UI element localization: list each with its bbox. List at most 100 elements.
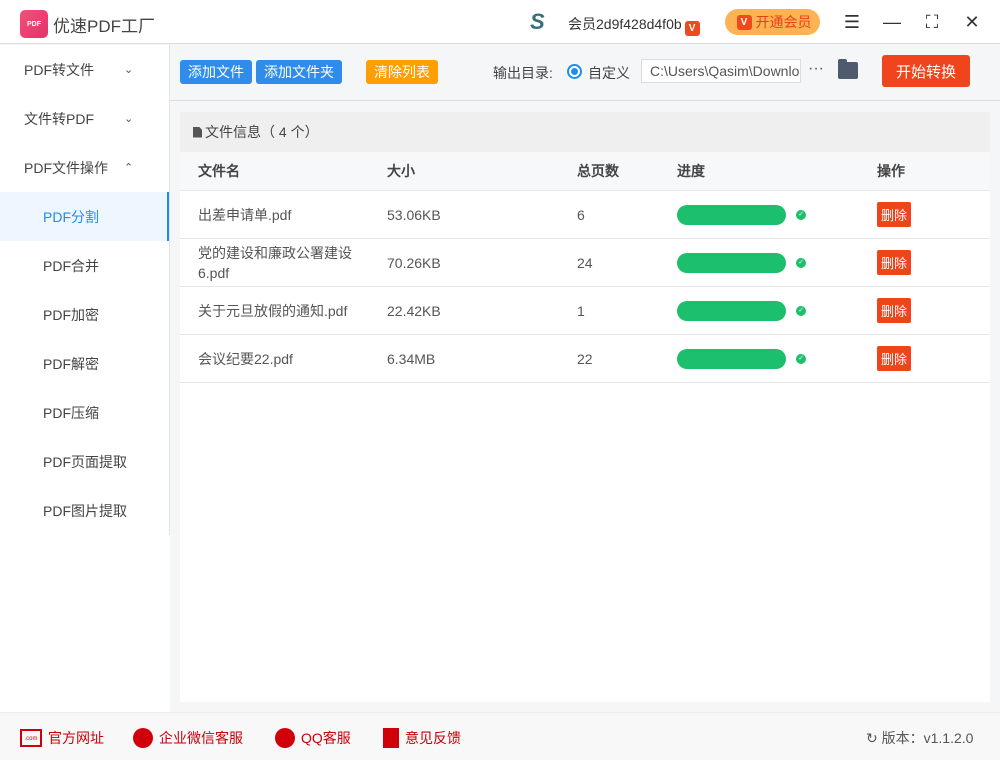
minimize-icon[interactable]: — <box>883 12 901 32</box>
sidebar-background <box>0 535 170 712</box>
file-size: 70.26KB <box>387 254 441 271</box>
delete-button[interactable]: 删除 <box>877 250 912 275</box>
progress-bar <box>677 300 786 321</box>
qq-icon <box>275 728 295 748</box>
delete-button[interactable]: 删除 <box>877 346 912 371</box>
progress-bar <box>677 252 786 273</box>
sidebar-item-pdf-operations[interactable]: PDF文件操作 ⌃ <box>0 143 169 192</box>
app-logo: PDF <box>20 10 48 38</box>
sidebar-item-pdf-merge[interactable]: PDF合并 <box>43 257 99 274</box>
file-name: 会议纪要22.pdf <box>198 350 293 367</box>
clear-list-button[interactable]: 清除列表 <box>366 60 438 84</box>
app-title: 优速PDF工厂 <box>53 17 155 36</box>
file-size: 53.06KB <box>387 206 441 223</box>
close-icon[interactable]: ✕ <box>964 12 980 32</box>
member-avatar-icon: S <box>530 9 545 34</box>
file-panel: 文件信息（ 4 个） 文件名 大小 总页数 进度 操作 出差申请单.pdf 53… <box>180 112 990 702</box>
table-row: 关于元旦放假的通知.pdf 22.42KB 1 ✓ 删除 <box>180 287 990 335</box>
divider <box>170 100 1000 101</box>
column-header: 进度 <box>677 163 705 179</box>
footer: .com 官方网址 企业微信客服 QQ客服 意见反馈 ↻ 版本：v1.1.2.0 <box>0 712 1000 760</box>
sidebar-item-pdf-decrypt[interactable]: PDF解密 <box>43 355 99 372</box>
progress-bar <box>677 204 786 225</box>
chevron-down-icon: ⌄ <box>124 64 134 76</box>
website-label: 官方网址 <box>48 730 104 746</box>
chevron-up-icon: ⌃ <box>124 162 134 174</box>
panel-title: 文件信息（ 4 个） <box>205 124 319 140</box>
action-cell: 删除 <box>877 191 912 238</box>
check-icon: ✓ <box>796 209 806 220</box>
file-name: 出差申请单.pdf <box>198 206 292 223</box>
add-file-button[interactable]: 添加文件 <box>180 60 252 84</box>
check-icon: ✓ <box>796 353 806 364</box>
qq-service-link[interactable]: QQ客服 <box>275 728 351 748</box>
version-info[interactable]: ↻ 版本：v1.1.2.0 <box>866 728 973 748</box>
member-id: 会员2d9f428d4f0b <box>568 16 682 32</box>
vip-icon: V <box>684 21 700 36</box>
column-header: 操作 <box>877 163 905 179</box>
sidebar-item-pdf-to-file[interactable]: PDF转文件 ⌄ <box>0 45 169 94</box>
table-row: 党的建设和廉政公署建设6.pdf 70.26KB 24 ✓ 删除 <box>180 239 990 287</box>
progress-cell: ✓ <box>677 335 806 382</box>
file-name: 关于元旦放假的通知.pdf <box>198 302 348 319</box>
column-header: 文件名 <box>198 163 240 179</box>
action-cell: 删除 <box>877 335 912 382</box>
custom-radio-label[interactable]: 自定义 <box>588 65 630 81</box>
sidebar-item-label: PDF转文件 <box>24 61 94 78</box>
sidebar-item-label: 文件转PDF <box>24 110 94 127</box>
check-icon: ✓ <box>796 305 806 316</box>
progress-cell: ✓ <box>677 191 806 238</box>
sidebar-item-pdf-image-extract[interactable]: PDF图片提取 <box>43 502 127 519</box>
delete-button[interactable]: 删除 <box>877 202 912 227</box>
sidebar-item-pdf-split[interactable]: PDF分割 <box>0 192 169 241</box>
sidebar-item-pdf-page-extract[interactable]: PDF页面提取 <box>43 453 127 470</box>
vip-icon: V <box>736 14 752 30</box>
open-vip-label: 开通会员 <box>755 14 812 30</box>
qq-label: QQ客服 <box>301 730 351 746</box>
wechat-icon <box>133 728 153 748</box>
progress-cell: ✓ <box>677 239 806 286</box>
table-header: 文件名 大小 总页数 进度 操作 <box>180 152 990 191</box>
menu-icon[interactable]: ☰ <box>843 12 861 32</box>
website-icon: .com <box>20 729 42 747</box>
add-folder-button[interactable]: 添加文件夹 <box>256 60 342 84</box>
version-label: 版本：v1.1.2.0 <box>881 730 974 746</box>
table-row: 出差申请单.pdf 53.06KB 6 ✓ 删除 <box>180 191 990 239</box>
delete-button[interactable]: 删除 <box>877 298 912 323</box>
sidebar-item-file-to-pdf[interactable]: 文件转PDF ⌄ <box>0 94 169 143</box>
maximize-icon[interactable]: ⛶ <box>925 12 939 32</box>
member-info[interactable]: 会员2d9f428d4f0b V <box>568 14 700 36</box>
chevron-down-icon: ⌄ <box>124 113 134 125</box>
feedback-link[interactable]: 意见反馈 <box>383 728 461 748</box>
column-header: 大小 <box>387 163 415 179</box>
sidebar-item-pdf-encrypt[interactable]: PDF加密 <box>43 306 99 323</box>
action-cell: 删除 <box>877 239 912 286</box>
action-cell: 删除 <box>877 287 912 334</box>
page-count: 1 <box>577 302 585 319</box>
page-count: 24 <box>577 254 593 271</box>
wechat-label: 企业微信客服 <box>159 730 243 746</box>
refresh-icon: ↻ <box>866 730 882 746</box>
custom-radio[interactable] <box>567 64 582 79</box>
wechat-service-link[interactable]: 企业微信客服 <box>133 728 243 748</box>
progress-bar <box>677 348 786 369</box>
title-bar: PDF 优速PDF工厂 S 会员2d9f428d4f0b V V 开通会员 ☰ — … <box>0 0 1000 44</box>
website-link[interactable]: .com 官方网址 <box>20 728 104 748</box>
folder-icon[interactable] <box>838 59 858 79</box>
output-path-input[interactable]: C:\Users\Qasim\Downloads <box>641 59 801 83</box>
file-name: 党的建设和廉政公署建设6.pdf <box>198 244 352 281</box>
page-count: 22 <box>577 350 593 367</box>
start-convert-button[interactable]: 开始转换 <box>882 55 970 87</box>
file-size: 22.42KB <box>387 302 441 319</box>
progress-cell: ✓ <box>677 287 806 334</box>
sidebar-item-pdf-compress[interactable]: PDF压缩 <box>43 404 99 421</box>
open-vip-button[interactable]: V 开通会员 <box>725 9 820 35</box>
column-header: 总页数 <box>577 163 619 179</box>
sidebar: PDF转文件 ⌄ 文件转PDF ⌄ PDF文件操作 ⌃ PDF分割 PDF合并 PDF… <box>0 45 170 535</box>
sidebar-item-label: PDF文件操作 <box>24 159 108 176</box>
page-count: 6 <box>577 206 585 223</box>
document-icon <box>193 126 202 138</box>
more-icon[interactable]: ··· <box>808 60 824 77</box>
table-row: 会议纪要22.pdf 6.34MB 22 ✓ 删除 <box>180 335 990 383</box>
feedback-label: 意见反馈 <box>405 730 461 746</box>
